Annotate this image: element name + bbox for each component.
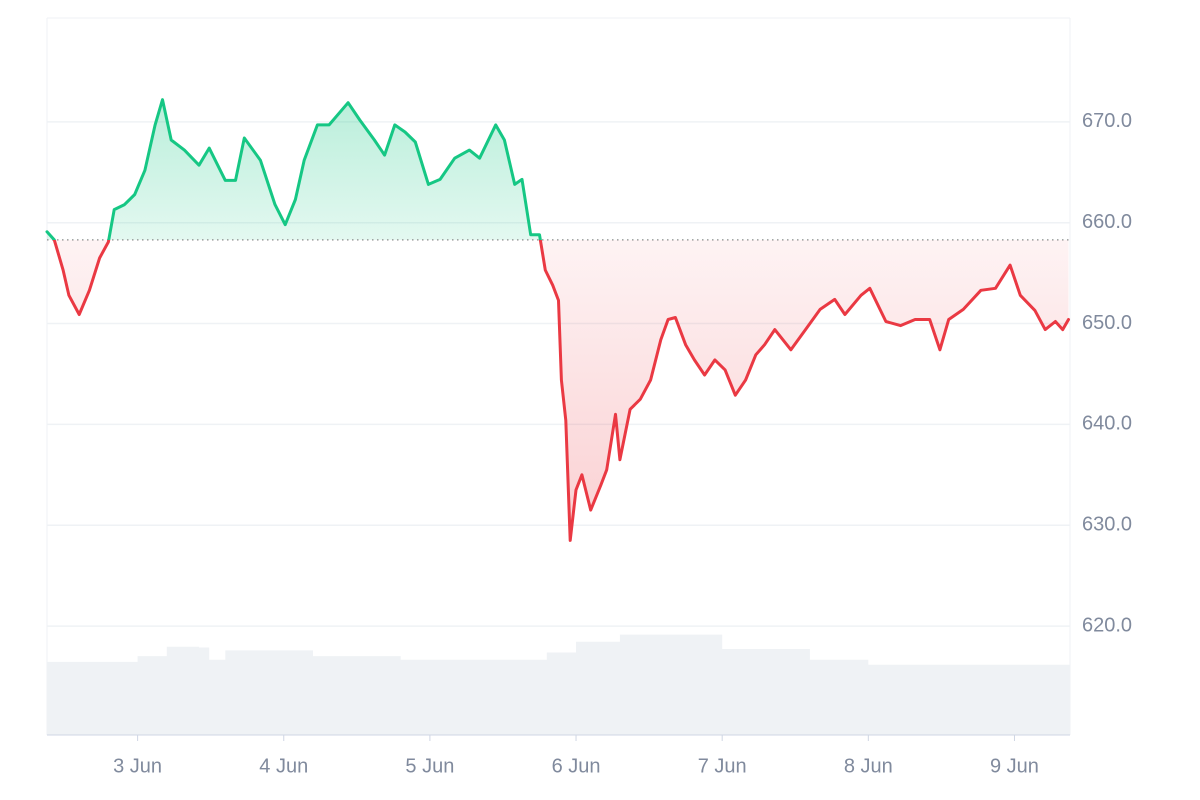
y-tick-label: 660.0: [1082, 211, 1132, 233]
x-tick-label: 5 Jun: [405, 755, 454, 777]
x-tick-label: 3 Jun: [113, 755, 162, 777]
x-tick-label: 9 Jun: [990, 755, 1039, 777]
x-tick-label: 4 Jun: [259, 755, 308, 777]
y-tick-label: 650.0: [1082, 312, 1132, 334]
y-tick-label: 670.0: [1082, 110, 1132, 132]
x-tick-label: 6 Jun: [552, 755, 601, 777]
y-tick-label: 640.0: [1082, 413, 1132, 435]
x-tick-label: 7 Jun: [698, 755, 747, 777]
volume-area: [47, 634, 1070, 735]
price-line: [45, 98, 1070, 542]
y-tick-label: 620.0: [1082, 614, 1132, 636]
area-fill: [47, 99, 1069, 541]
y-tick-label: 630.0: [1082, 514, 1132, 536]
x-tick-label: 8 Jun: [844, 755, 893, 777]
